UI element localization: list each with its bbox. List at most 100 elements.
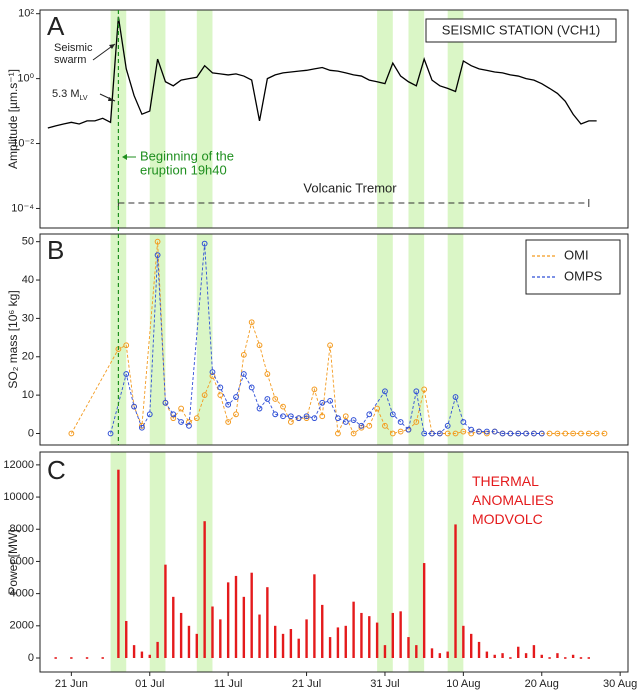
data-point <box>311 415 318 422</box>
bar <box>219 619 222 658</box>
bar <box>54 657 57 659</box>
bar <box>148 654 151 658</box>
data-point <box>452 394 459 400</box>
data-point <box>123 342 130 349</box>
data-point <box>421 386 428 393</box>
data-point <box>327 342 333 349</box>
highlight-band <box>408 234 425 445</box>
annotation: eruption 19h40 <box>140 162 227 177</box>
data-point <box>389 411 396 418</box>
y-tick-label: 4000 <box>10 588 34 600</box>
bar <box>532 645 536 658</box>
bar <box>470 633 473 658</box>
data-point <box>358 422 365 429</box>
legend-label: OMPS <box>564 268 603 283</box>
data-point <box>546 430 553 437</box>
plot-frame <box>39 233 629 446</box>
x-tick-label: 10 Aug <box>446 678 480 690</box>
data-point <box>405 426 412 433</box>
panel-label: A <box>47 11 65 41</box>
x-tick-label: 21 Jul <box>292 678 321 690</box>
bar <box>203 521 206 658</box>
y-tick-label: 10⁰ <box>17 73 34 85</box>
bar <box>430 648 434 658</box>
bar <box>321 604 324 658</box>
data-point <box>350 430 357 437</box>
data-point <box>201 392 208 399</box>
data-point <box>452 430 459 437</box>
bar <box>383 645 387 658</box>
highlight-band <box>377 234 393 445</box>
data-point <box>366 422 373 429</box>
bar <box>281 633 285 658</box>
y-tick-label: 10000 <box>3 491 34 503</box>
bar <box>179 612 183 658</box>
highlight-band <box>408 452 425 672</box>
bar <box>368 616 371 658</box>
bar <box>352 601 355 658</box>
y-tick-label: 0 <box>28 652 34 664</box>
data-point <box>593 430 600 437</box>
data-point <box>562 430 569 437</box>
bar <box>132 645 136 658</box>
bar <box>164 564 167 658</box>
data-point <box>256 405 263 412</box>
bar <box>571 654 575 658</box>
data-point <box>389 430 396 437</box>
arrow-head <box>108 97 115 101</box>
data-point <box>421 430 428 437</box>
data-point <box>240 371 247 377</box>
data-point <box>287 419 294 425</box>
bar <box>313 574 316 658</box>
data-point <box>225 401 232 408</box>
bar <box>579 657 583 659</box>
data-line <box>47 16 597 129</box>
data-point <box>523 430 529 437</box>
data-point <box>327 397 333 404</box>
data-point <box>350 417 357 423</box>
x-tick-label: 20 Aug <box>525 678 559 690</box>
bar <box>328 637 332 658</box>
bar <box>517 646 520 658</box>
data-point <box>154 238 161 245</box>
bar <box>407 637 410 658</box>
data-point <box>123 371 130 377</box>
data-point <box>515 430 522 437</box>
bar <box>258 614 261 658</box>
data-point <box>366 411 373 418</box>
y-tick-label: 10² <box>18 8 34 20</box>
bar <box>125 620 128 658</box>
data-point <box>264 396 271 402</box>
bar <box>564 657 567 659</box>
plot-frame <box>39 9 629 229</box>
annotation: Seismic <box>54 42 93 54</box>
highlights <box>110 10 464 672</box>
highlight-band <box>196 10 213 228</box>
bar <box>274 625 277 658</box>
bar <box>297 638 300 658</box>
data-point <box>413 419 420 425</box>
data-point <box>233 411 239 418</box>
bar <box>70 657 73 659</box>
annotation: Volcanic Tremor <box>303 180 397 195</box>
data-point <box>382 388 388 395</box>
data-point <box>585 430 592 437</box>
bar <box>454 524 457 658</box>
bar <box>524 653 528 658</box>
y-axis-label: Amplitude [µm.s⁻¹] <box>6 69 20 169</box>
plot-frame <box>39 451 629 673</box>
data-point <box>295 415 302 422</box>
annotation-text: 5.3 M <box>52 88 80 100</box>
data-point <box>429 430 435 437</box>
annotation: Beginning of the <box>140 148 234 163</box>
data-point <box>280 413 286 420</box>
data-point <box>217 392 224 399</box>
data-point <box>287 413 294 420</box>
highlight-band <box>377 452 393 672</box>
data-point <box>248 319 255 326</box>
bar <box>187 625 191 658</box>
annotation: swarm <box>54 54 86 66</box>
arrow-head <box>109 44 115 49</box>
